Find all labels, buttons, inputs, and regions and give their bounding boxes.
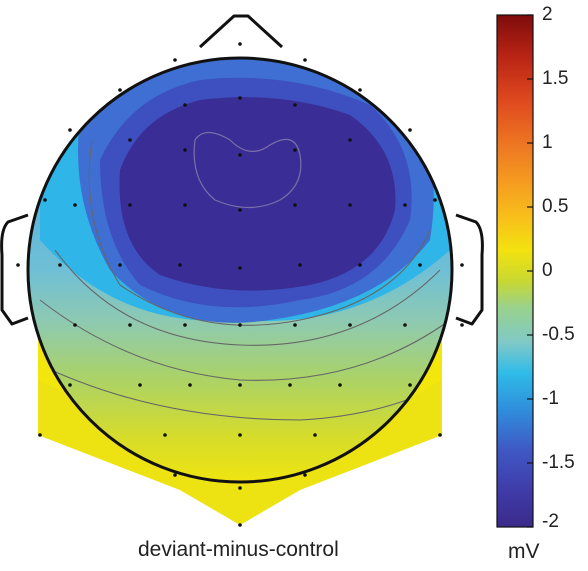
- electrode-markers: [16, 42, 464, 527]
- left-ear-outline: [0, 213, 29, 326]
- colorbar-tick-label: 1.5: [542, 68, 569, 89]
- right-ear-outline: [455, 213, 484, 326]
- colorbar-tick-label: 0: [542, 260, 553, 281]
- colorbar-ticks: [527, 14, 533, 528]
- colorbar-unit: mV: [508, 540, 540, 563]
- colorbar-tick-label: -2: [542, 511, 559, 532]
- colorbar-tick-label: -0.5: [542, 324, 575, 345]
- nose-outline: [198, 14, 284, 49]
- map-title: deviant-minus-control: [138, 538, 339, 561]
- colorbar-tick-label: -1.5: [542, 452, 575, 473]
- colorbar-tick-label: -1: [542, 388, 559, 409]
- head-field: [28, 58, 452, 482]
- head-outline: [26, 56, 454, 484]
- colorbar-tick-label: 1: [542, 132, 553, 153]
- colorbar-tick-label: 2: [542, 4, 553, 25]
- colorbar-tick-label: 0.5: [542, 196, 569, 217]
